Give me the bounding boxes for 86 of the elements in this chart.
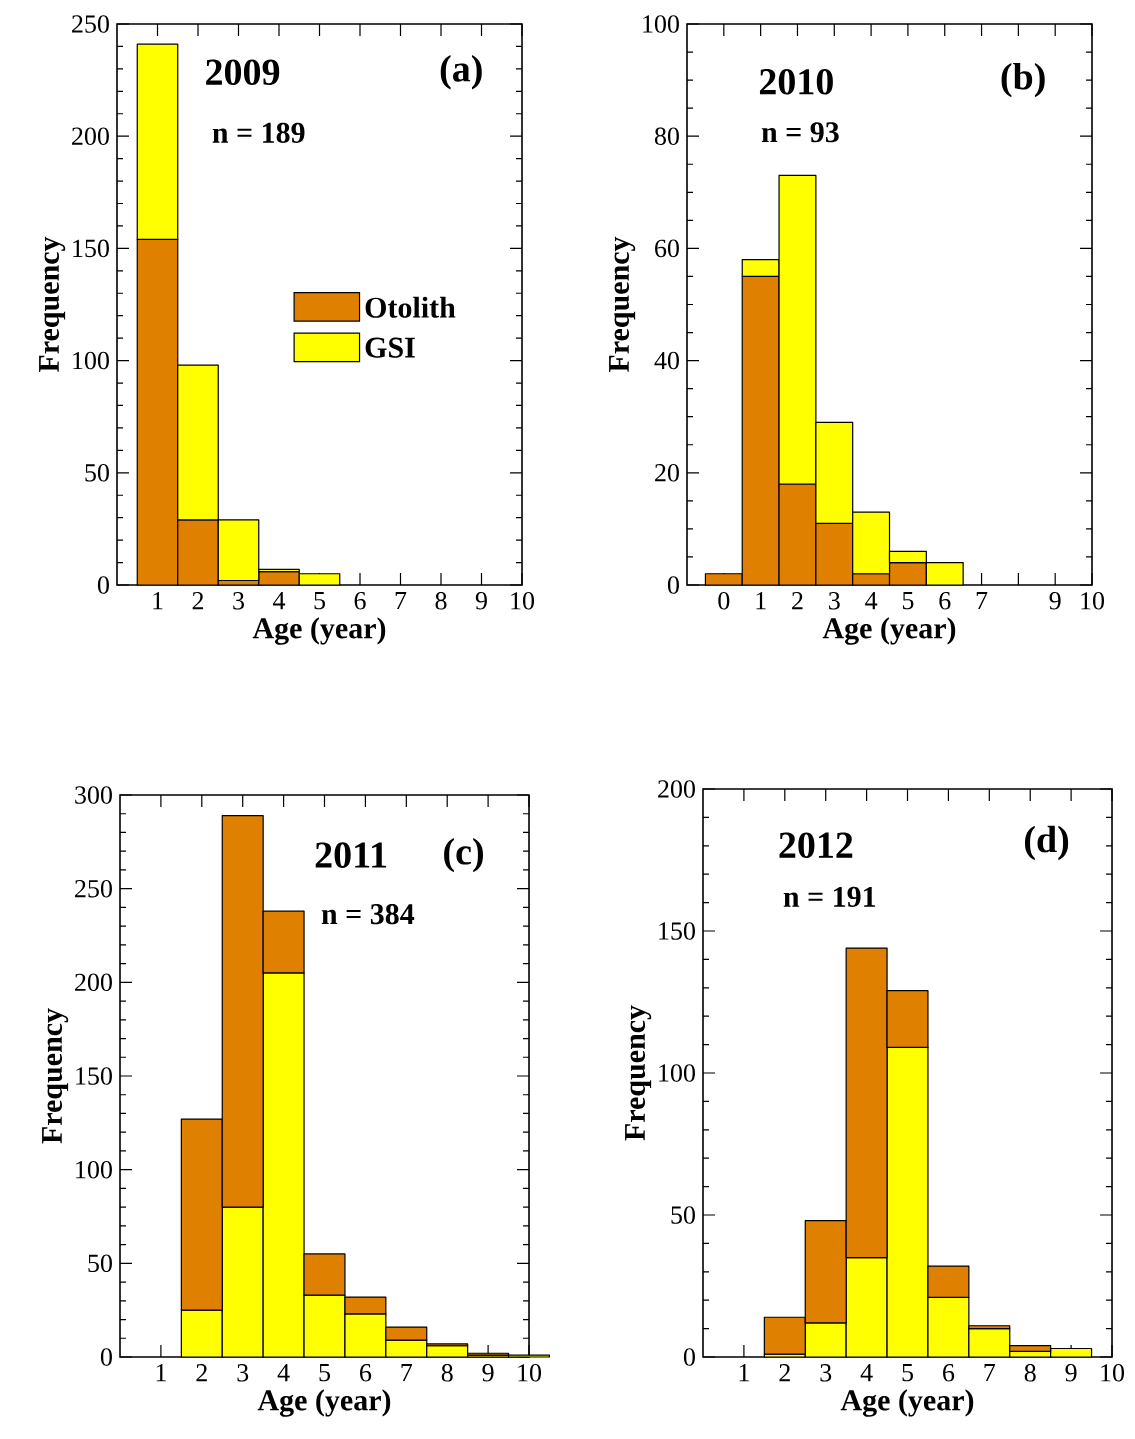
- x-tick-label: 4: [865, 592, 878, 610]
- x-tick-label: 7: [984, 1364, 996, 1382]
- y-tick-label: 100: [73, 351, 109, 370]
- x-tick-label: 9: [1049, 592, 1061, 610]
- x-tick-label: 7: [401, 1364, 413, 1382]
- x-tick-label: 5: [314, 592, 325, 610]
- text: 2011: [315, 842, 387, 868]
- x-tick-label: 8: [1024, 1364, 1036, 1382]
- y-axis-title: Frequency: [39, 236, 66, 373]
- y-axis-title: Frequency: [625, 1005, 652, 1141]
- x-tick-label: 2: [779, 1364, 790, 1382]
- text: n = 93: [761, 122, 839, 143]
- x-tick-label: 10: [1081, 592, 1105, 610]
- x-tick-label: 2: [196, 1364, 207, 1382]
- x-tick-label: 6: [354, 592, 366, 610]
- text: 2012: [779, 832, 853, 859]
- y-tick-label: 200: [72, 127, 109, 145]
- y-tick-label: 150: [659, 922, 695, 940]
- y-tick-label: 100: [643, 15, 679, 33]
- x-tick-label: 3: [829, 592, 840, 610]
- y-tick-label: 50: [85, 464, 109, 482]
- x-tick-label: 4: [273, 592, 286, 610]
- text: 2010: [759, 68, 833, 95]
- x-tick-label: 3: [237, 1364, 249, 1382]
- x-tick-label: 9: [1065, 1364, 1077, 1382]
- annotation: (b): [1001, 62, 1045, 98]
- x-tick-label: 10: [511, 592, 535, 610]
- x-tick-label: 4: [860, 1364, 873, 1382]
- x-tick-label: 6: [943, 1364, 955, 1382]
- y-tick-label: 0: [100, 1348, 112, 1366]
- legend-label: GSI: [365, 337, 415, 358]
- x-tick-label: 1: [756, 592, 766, 610]
- y-tick-label: 40: [654, 351, 679, 370]
- x-tick-label: 5: [902, 592, 914, 610]
- y-tick-label: 80: [654, 127, 679, 145]
- y-tick-label: 300: [75, 786, 112, 804]
- y-tick-label: 150: [76, 1067, 112, 1085]
- legend-label: Otolith: [365, 296, 456, 318]
- x-tick-label: 3: [820, 1364, 832, 1382]
- y-tick-label: 0: [667, 576, 679, 594]
- y-tick-label: 100: [76, 1160, 112, 1179]
- x-tick-label: 0: [718, 592, 730, 610]
- x-tick-label: 2: [192, 592, 204, 610]
- x-tick-label: 10: [518, 1364, 542, 1382]
- y-tick-label: 250: [72, 15, 109, 33]
- x-tick-label: 5: [319, 1364, 330, 1382]
- text: 2009: [206, 59, 280, 86]
- text: n = 189: [212, 122, 305, 143]
- x-tick-label: 5: [902, 1364, 913, 1382]
- x-tick-label: 4: [277, 1364, 290, 1382]
- x-tick-label: 3: [233, 592, 244, 610]
- y-axis-title: Frequency: [609, 236, 636, 373]
- x-tick-label: 2: [792, 592, 803, 610]
- y-tick-label: 250: [75, 879, 112, 898]
- x-tick-label: 7: [976, 592, 988, 610]
- y-tick-label: 0: [683, 1348, 695, 1366]
- x-axis-title: Age (year): [252, 617, 386, 645]
- text: n = 191: [783, 886, 876, 907]
- x-tick-label: 10: [1101, 1364, 1125, 1382]
- x-axis-title: Age (year): [257, 1389, 391, 1417]
- y-tick-label: 60: [655, 239, 679, 258]
- x-tick-label: 7: [395, 592, 407, 610]
- annotation: (a): [440, 55, 482, 90]
- y-tick-label: 150: [73, 239, 109, 258]
- x-tick-label: 1: [739, 1364, 749, 1382]
- y-tick-label: 50: [88, 1254, 112, 1273]
- x-tick-label: 8: [441, 1364, 453, 1382]
- y-axis-title: Frequency: [42, 1008, 69, 1144]
- annotation: (c): [444, 837, 483, 873]
- x-tick-label: 9: [475, 592, 487, 610]
- y-tick-label: 20: [655, 464, 679, 482]
- text: n = 384: [321, 904, 415, 925]
- x-tick-label: 1: [156, 1364, 166, 1382]
- x-tick-label: 8: [435, 592, 447, 610]
- x-tick-label: 9: [482, 1364, 494, 1382]
- y-tick-label: 0: [97, 576, 109, 594]
- y-tick-label: 50: [671, 1206, 695, 1224]
- annotation: (d): [1025, 825, 1069, 861]
- x-axis-title: Age (year): [822, 617, 956, 645]
- y-tick-label: 100: [659, 1064, 695, 1082]
- x-tick-label: 1: [153, 592, 163, 610]
- y-tick-label: 200: [658, 780, 695, 798]
- x-axis-title: Age (year): [840, 1389, 974, 1417]
- x-tick-label: 6: [360, 1364, 372, 1382]
- x-tick-label: 6: [939, 592, 951, 610]
- y-tick-label: 200: [75, 973, 112, 992]
